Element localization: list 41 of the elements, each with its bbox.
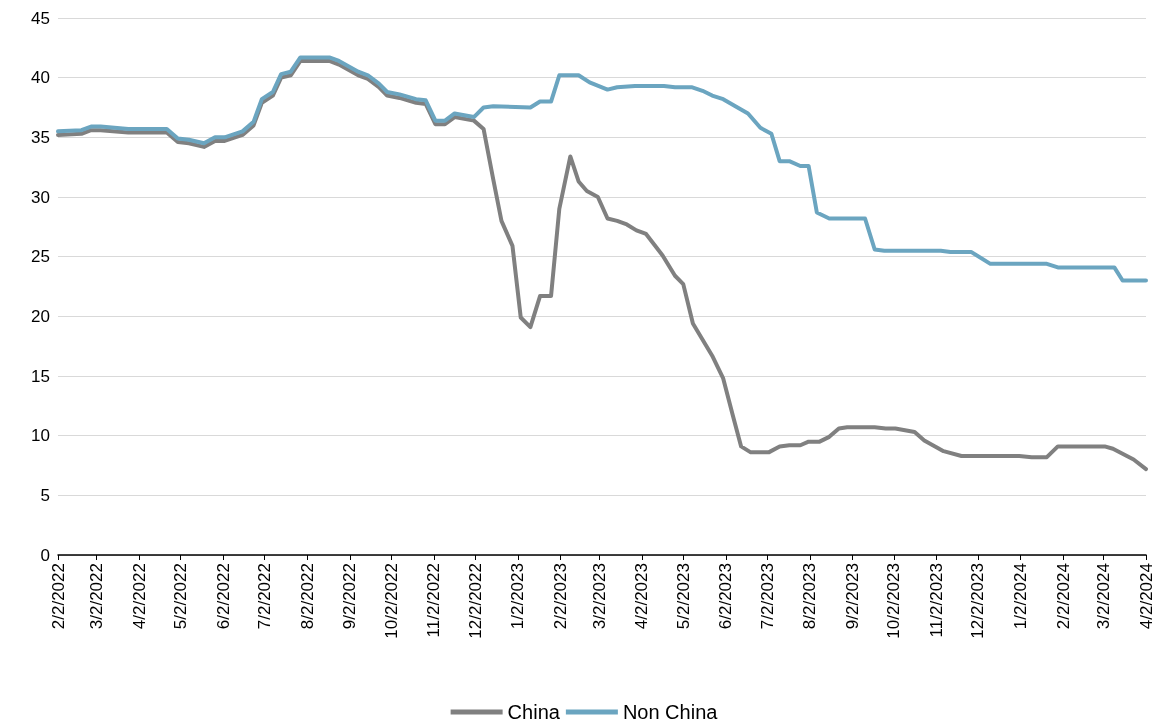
x-tick-label: 5/2/2022: [171, 563, 191, 630]
x-tick-label: 3/2/2024: [1093, 563, 1113, 630]
x-tick-label: 4/2/2023: [632, 563, 652, 630]
x-tick-label: 10/2/2023: [884, 563, 904, 639]
y-tick-label: 40: [31, 68, 50, 88]
y-tick-label: 5: [40, 485, 50, 505]
x-tick-label: 11/2/2022: [424, 563, 444, 638]
y-tick-label: 45: [31, 8, 50, 28]
x-tick-label: 2/2/2022: [48, 563, 68, 630]
x-tick-label: 3/2/2022: [87, 563, 107, 630]
x-tick-label: 9/2/2022: [340, 563, 360, 630]
legend-label: Non China: [622, 701, 719, 723]
y-tick-label: 10: [31, 426, 50, 446]
x-tick-label: 7/2/2023: [757, 563, 777, 630]
x-tick-label: 11/2/2023: [927, 563, 947, 638]
y-tick-label: 35: [31, 127, 50, 147]
x-tick-label: 8/2/2022: [297, 563, 317, 630]
y-tick-label: 0: [40, 545, 50, 565]
x-tick-label: 3/2/2023: [589, 563, 609, 630]
x-tick-label: 4/2/2022: [129, 563, 149, 630]
y-tick-label: 20: [31, 306, 50, 326]
y-tick-label: 25: [31, 247, 50, 267]
x-tick-label: 1/2/2023: [508, 563, 528, 630]
x-tick-label: 10/2/2022: [381, 563, 401, 639]
x-tick-label: 2/2/2023: [551, 563, 571, 630]
x-tick-label: 1/2/2024: [1011, 563, 1031, 630]
line-series: [56, 55, 1148, 283]
x-tick-label: 6/2/2023: [716, 563, 736, 630]
x-tick-label: 2/2/2024: [1053, 563, 1073, 630]
x-tick-label: 8/2/2023: [800, 563, 820, 630]
line-series: [56, 58, 1148, 472]
y-tick-label: 30: [31, 187, 50, 207]
x-tick-label: 9/2/2023: [843, 563, 863, 630]
x-tick-label: 12/2/2023: [968, 563, 988, 639]
x-tick-label: 7/2/2022: [255, 563, 275, 630]
x-tick-label: 12/2/2022: [465, 563, 485, 639]
legend-label: China: [507, 701, 561, 723]
x-tick-label: 5/2/2023: [673, 563, 693, 630]
y-tick-label: 15: [31, 366, 50, 386]
x-tick-label: 4/2/2024: [1136, 563, 1156, 630]
x-tick-label: 6/2/2022: [213, 563, 233, 630]
